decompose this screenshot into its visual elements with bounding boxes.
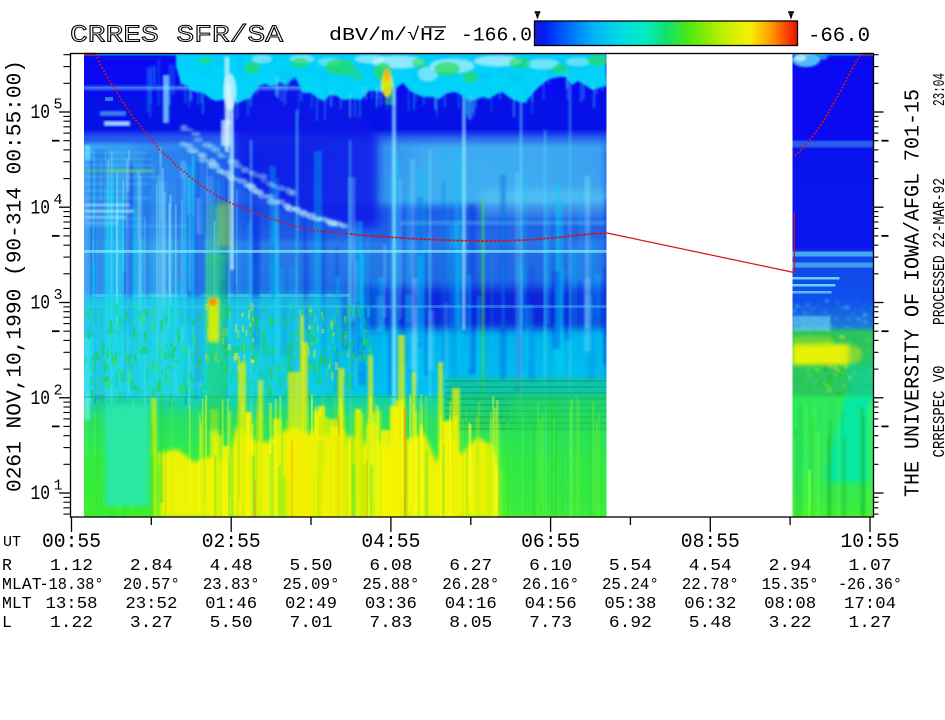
- svg-text:23.83°: 23.83°: [203, 576, 260, 595]
- svg-text:4.54: 4.54: [689, 557, 732, 576]
- svg-text:UT: UT: [3, 534, 21, 551]
- svg-text:02:55: 02:55: [202, 531, 261, 554]
- svg-text:17:04: 17:04: [844, 595, 896, 614]
- svg-text:1.07: 1.07: [849, 557, 892, 576]
- svg-text:4.48: 4.48: [210, 557, 253, 576]
- svg-text:MLT: MLT: [2, 594, 32, 613]
- svg-text:7.83: 7.83: [369, 614, 412, 633]
- svg-text:06:55: 06:55: [521, 531, 580, 554]
- svg-text:2.84: 2.84: [130, 557, 173, 576]
- svg-text:20.57°: 20.57°: [123, 576, 180, 595]
- svg-text:7.01: 7.01: [290, 614, 333, 633]
- svg-text:23:04: 23:04: [931, 73, 945, 106]
- svg-text:26.28°: 26.28°: [442, 576, 499, 595]
- svg-text:00:55: 00:55: [42, 531, 101, 554]
- svg-text:05:38: 05:38: [604, 595, 656, 614]
- svg-text:5.50: 5.50: [290, 557, 333, 576]
- svg-text:2: 2: [54, 382, 63, 399]
- svg-text:-66.0: -66.0: [808, 25, 870, 48]
- svg-text:dBV/m/√Hz: dBV/m/√Hz: [329, 25, 446, 46]
- svg-text:10: 10: [31, 197, 51, 220]
- svg-text:06:32: 06:32: [684, 595, 736, 614]
- svg-text:-26.36°: -26.36°: [838, 576, 902, 595]
- svg-text:6.27: 6.27: [449, 557, 492, 576]
- svg-text:5.54: 5.54: [609, 557, 652, 576]
- svg-text:3.22: 3.22: [769, 614, 812, 633]
- svg-text:CRRESPEC V0: CRRESPEC V0: [931, 366, 945, 458]
- svg-text:7.73: 7.73: [529, 614, 572, 633]
- svg-text:1: 1: [54, 478, 63, 495]
- svg-text:23:52: 23:52: [125, 595, 177, 614]
- svg-text:MLAT: MLAT: [2, 575, 42, 594]
- svg-text:-18.38°: -18.38°: [40, 576, 104, 595]
- svg-text:-166.0: -166.0: [461, 25, 532, 47]
- svg-text:10: 10: [31, 388, 51, 411]
- svg-text:5.48: 5.48: [689, 614, 732, 633]
- svg-text:CRRES SFR/SA: CRRES SFR/SA: [70, 23, 283, 50]
- svg-text:6.92: 6.92: [609, 614, 652, 633]
- svg-text:PROCESSED 22-MAR-92: PROCESSED 22-MAR-92: [931, 178, 945, 325]
- svg-text:5.50: 5.50: [210, 614, 253, 633]
- svg-text:L: L: [2, 613, 12, 632]
- svg-text:01:46: 01:46: [205, 595, 257, 614]
- svg-text:5: 5: [54, 97, 63, 114]
- svg-text:1.22: 1.22: [50, 614, 93, 633]
- svg-text:04:56: 04:56: [525, 595, 577, 614]
- svg-text:4: 4: [54, 192, 63, 209]
- svg-text:03:36: 03:36: [365, 595, 417, 614]
- svg-text:3.27: 3.27: [130, 614, 173, 633]
- svg-text:THE UNIVERSITY OF IOWA/AFGL 70: THE UNIVERSITY OF IOWA/AFGL 701-15: [903, 89, 926, 497]
- svg-text:22.78°: 22.78°: [682, 576, 739, 595]
- svg-text:R: R: [2, 556, 12, 575]
- svg-text:25.88°: 25.88°: [362, 576, 419, 595]
- svg-text:02:49: 02:49: [285, 595, 337, 614]
- svg-text:6.08: 6.08: [369, 557, 412, 576]
- svg-text:1.27: 1.27: [849, 614, 892, 633]
- svg-text:1.12: 1.12: [50, 557, 93, 576]
- svg-text:2.94: 2.94: [769, 557, 812, 576]
- svg-text:04:16: 04:16: [445, 595, 497, 614]
- svg-text:04:55: 04:55: [361, 531, 420, 554]
- svg-text:3: 3: [54, 287, 63, 304]
- svg-text:25.09°: 25.09°: [283, 576, 340, 595]
- svg-text:08:08: 08:08: [764, 595, 816, 614]
- svg-text:25.24°: 25.24°: [602, 576, 659, 595]
- svg-text:10: 10: [31, 293, 51, 316]
- svg-text:13:58: 13:58: [46, 595, 98, 614]
- svg-text:15.35°: 15.35°: [762, 576, 819, 595]
- svg-text:10:55: 10:55: [841, 531, 900, 554]
- svg-text:8.05: 8.05: [449, 614, 492, 633]
- svg-text:26.16°: 26.16°: [522, 576, 579, 595]
- svg-text:0261 NOV,10,1990 (90-314 00:: 0261 NOV,10,1990 (90-314 00:55:00): [5, 60, 28, 492]
- svg-text:6.10: 6.10: [529, 557, 572, 576]
- svg-text:08:55: 08:55: [681, 531, 740, 554]
- svg-text:10: 10: [31, 102, 51, 125]
- svg-text:10: 10: [31, 483, 51, 506]
